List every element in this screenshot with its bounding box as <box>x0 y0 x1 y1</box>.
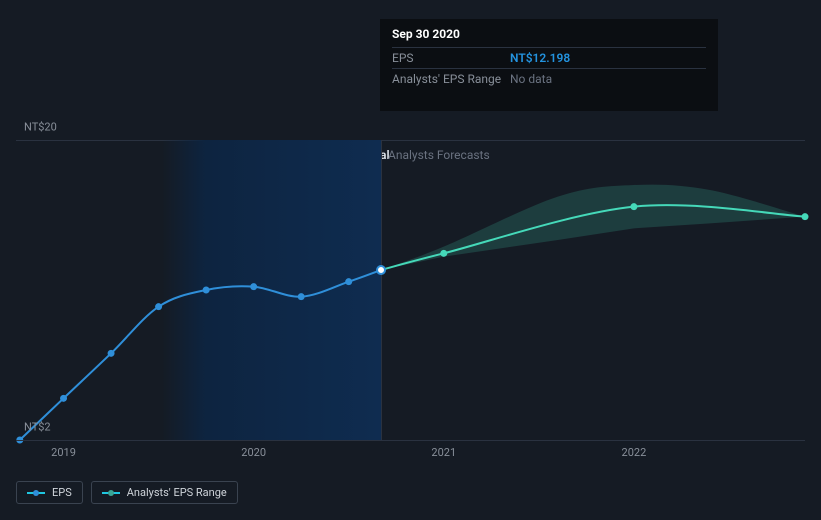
eps-actual-point <box>203 287 210 294</box>
eps-actual-line <box>20 270 381 440</box>
legend-label: Analysts' EPS Range <box>127 486 227 499</box>
legend-label: EPS <box>52 486 72 499</box>
y-tick-2: NT$2 <box>24 421 51 434</box>
tooltip-key: Analysts' EPS Range <box>392 72 510 86</box>
legend-item-eps[interactable]: EPS <box>16 481 83 504</box>
forecast-range-area <box>381 185 805 270</box>
y-tick-20: NT$20 <box>24 121 57 134</box>
legend-swatch <box>102 488 120 498</box>
tooltip-val: NT$12.198 <box>510 51 570 65</box>
eps-actual-point <box>108 350 115 357</box>
eps-actual-point <box>60 395 67 402</box>
eps-actual-point <box>250 283 257 290</box>
legend-swatch <box>27 488 45 498</box>
eps-forecast-point <box>802 213 809 220</box>
tooltip-key: EPS <box>392 51 510 65</box>
legend-item-range[interactable]: Analysts' EPS Range <box>91 481 238 504</box>
gridline-bottom <box>16 440 805 441</box>
tooltip: Sep 30 2020 EPS NT$12.198 Analysts' EPS … <box>380 19 718 111</box>
eps-actual-point <box>345 278 352 285</box>
x-tick: 2021 <box>431 446 456 459</box>
tooltip-row-eps: EPS NT$12.198 <box>392 48 706 69</box>
tooltip-val: No data <box>510 72 552 86</box>
x-tick: 2019 <box>51 446 76 459</box>
eps-chart: NT$20 Actual Analysts Forecasts NT$2 201… <box>16 0 805 520</box>
legend: EPS Analysts' EPS Range <box>16 481 238 504</box>
x-tick: 2020 <box>241 446 266 459</box>
tooltip-date: Sep 30 2020 <box>392 27 706 48</box>
x-tick: 2022 <box>622 446 647 459</box>
eps-actual-point <box>155 303 162 310</box>
plot-svg <box>16 140 805 440</box>
eps-forecast-point <box>440 250 447 257</box>
highlight-point <box>377 266 385 274</box>
eps-forecast-point <box>630 203 637 210</box>
tooltip-row-range: Analysts' EPS Range No data <box>392 69 706 89</box>
plot-area <box>16 140 805 440</box>
eps-actual-point <box>298 293 305 300</box>
